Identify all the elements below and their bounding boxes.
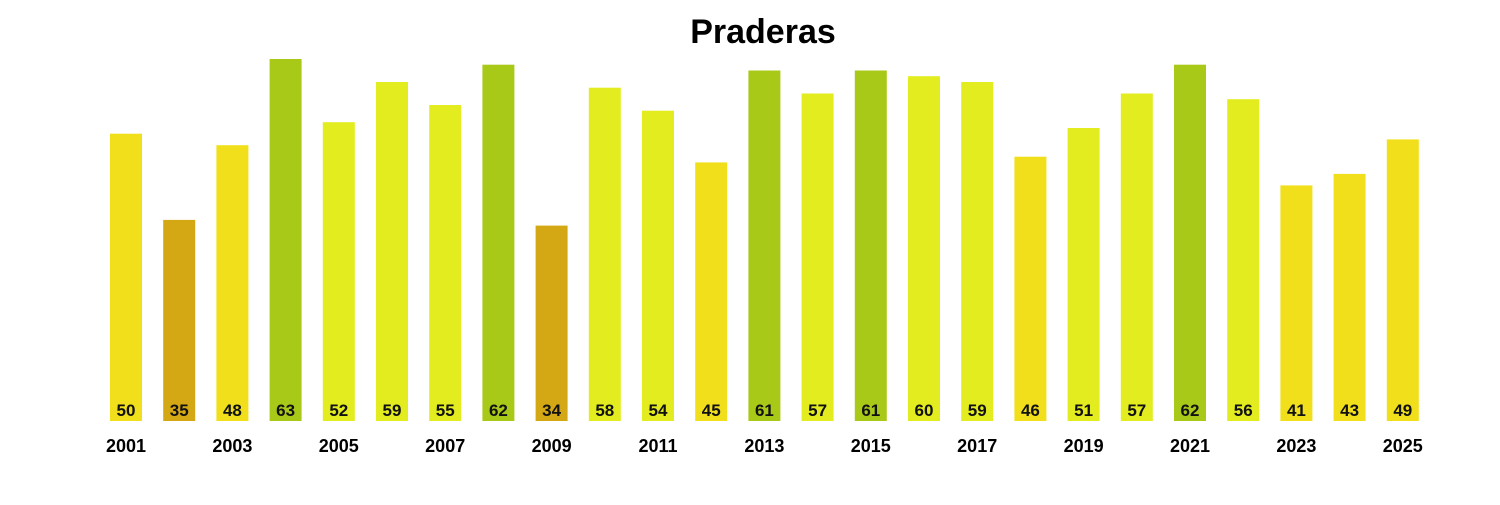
value-label-2021: 62 bbox=[1181, 401, 1200, 420]
bar-2024 bbox=[1333, 173, 1366, 421]
x-tick-label-2017: 2017 bbox=[957, 436, 997, 456]
x-tick-label-2009: 2009 bbox=[532, 436, 572, 456]
value-label-2024: 43 bbox=[1340, 401, 1359, 420]
value-label-2003: 48 bbox=[223, 401, 242, 420]
value-labels-group: 50 35 48 63 52 59 55 62 34 58 54 45 61 57 61 60 59 46 51 57… bbox=[117, 401, 1413, 420]
bar-2010 bbox=[588, 87, 621, 421]
value-label-2019: 51 bbox=[1074, 401, 1093, 420]
bar-2016 bbox=[908, 76, 940, 421]
value-label-2014: 57 bbox=[808, 401, 827, 420]
bar-2015 bbox=[854, 70, 887, 421]
x-axis-tick-labels: 2001 2003 2005 2007 2009 2011 2013 2015 2017 2019… bbox=[106, 436, 1423, 456]
bar-2008 bbox=[482, 64, 515, 421]
bar-2022 bbox=[1227, 99, 1260, 421]
bar-2002 bbox=[163, 219, 196, 421]
bar-2018 bbox=[1014, 156, 1047, 421]
bar-2001 bbox=[110, 133, 142, 421]
bar-2007 bbox=[429, 105, 462, 421]
x-tick-label-2021: 2021 bbox=[1170, 436, 1210, 456]
x-tick-label-2023: 2023 bbox=[1276, 436, 1316, 456]
x-tick-label-2013: 2013 bbox=[744, 436, 784, 456]
value-label-2017: 59 bbox=[968, 401, 987, 420]
value-label-2018: 46 bbox=[1021, 401, 1040, 420]
value-label-2008: 62 bbox=[489, 401, 508, 420]
bar-2021 bbox=[1174, 64, 1206, 421]
value-label-2015: 61 bbox=[861, 401, 880, 420]
bar-2020 bbox=[1120, 93, 1153, 421]
bar-2014 bbox=[801, 93, 834, 421]
value-label-2009: 34 bbox=[542, 401, 561, 420]
bar-2019 bbox=[1067, 128, 1100, 421]
bars-group bbox=[110, 59, 1419, 421]
bar-2011 bbox=[642, 110, 674, 421]
value-label-2011: 54 bbox=[649, 401, 668, 420]
value-label-2023: 41 bbox=[1287, 401, 1306, 420]
chart-title: Praderas bbox=[690, 13, 836, 51]
value-label-2025: 49 bbox=[1393, 401, 1412, 420]
bar-2009 bbox=[535, 225, 568, 421]
x-tick-label-2007: 2007 bbox=[425, 436, 465, 456]
value-label-2002: 35 bbox=[170, 401, 189, 420]
x-tick-label-2025: 2025 bbox=[1383, 436, 1423, 456]
value-label-2012: 45 bbox=[702, 401, 721, 420]
bar-2005 bbox=[322, 122, 355, 421]
x-tick-label-2019: 2019 bbox=[1064, 436, 1104, 456]
value-label-2022: 56 bbox=[1234, 401, 1253, 420]
x-tick-label-2005: 2005 bbox=[319, 436, 359, 456]
bar-2023 bbox=[1280, 185, 1313, 421]
value-label-2006: 59 bbox=[383, 401, 402, 420]
bar-2003 bbox=[216, 145, 249, 421]
x-tick-label-2015: 2015 bbox=[851, 436, 891, 456]
bar-2025 bbox=[1386, 139, 1419, 421]
bar-2017 bbox=[961, 82, 994, 421]
value-label-2016: 60 bbox=[915, 401, 934, 420]
bar-2006 bbox=[376, 82, 408, 421]
x-tick-label-2001: 2001 bbox=[106, 436, 146, 456]
value-label-2005: 52 bbox=[329, 401, 348, 420]
value-label-2013: 61 bbox=[755, 401, 774, 420]
value-label-2010: 58 bbox=[595, 401, 614, 420]
bar-2004 bbox=[269, 59, 302, 421]
value-label-2001: 50 bbox=[117, 401, 136, 420]
value-label-2004: 63 bbox=[276, 401, 295, 420]
value-label-2007: 55 bbox=[436, 401, 455, 420]
x-tick-label-2003: 2003 bbox=[212, 436, 252, 456]
bar-2013 bbox=[748, 70, 781, 421]
x-tick-label-2011: 2011 bbox=[638, 436, 677, 456]
value-label-2020: 57 bbox=[1127, 401, 1146, 420]
bar-2012 bbox=[695, 162, 728, 421]
